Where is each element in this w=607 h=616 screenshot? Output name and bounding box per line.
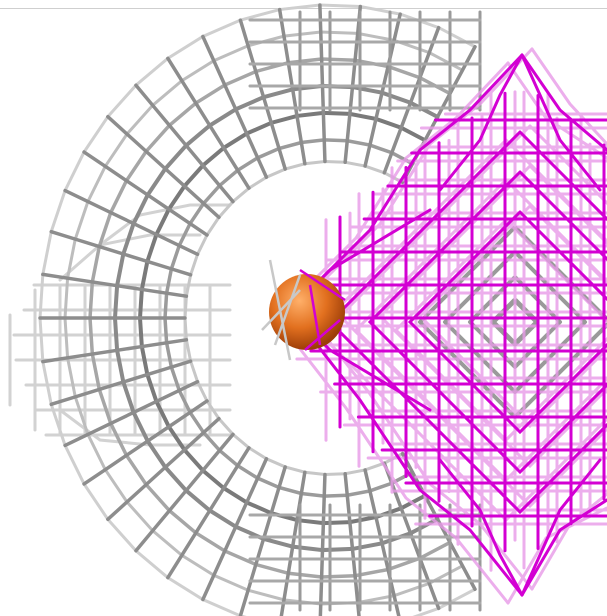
magenta-wireframe-mesh-faint: [274, 47, 607, 605]
sphere-overlay-lines: [261, 259, 302, 361]
magenta-wireframe-mesh-icon: [288, 53, 607, 597]
viewer-top-border: [0, 0, 607, 9]
sphere-overlay-magenta-lines: [299, 268, 346, 351]
